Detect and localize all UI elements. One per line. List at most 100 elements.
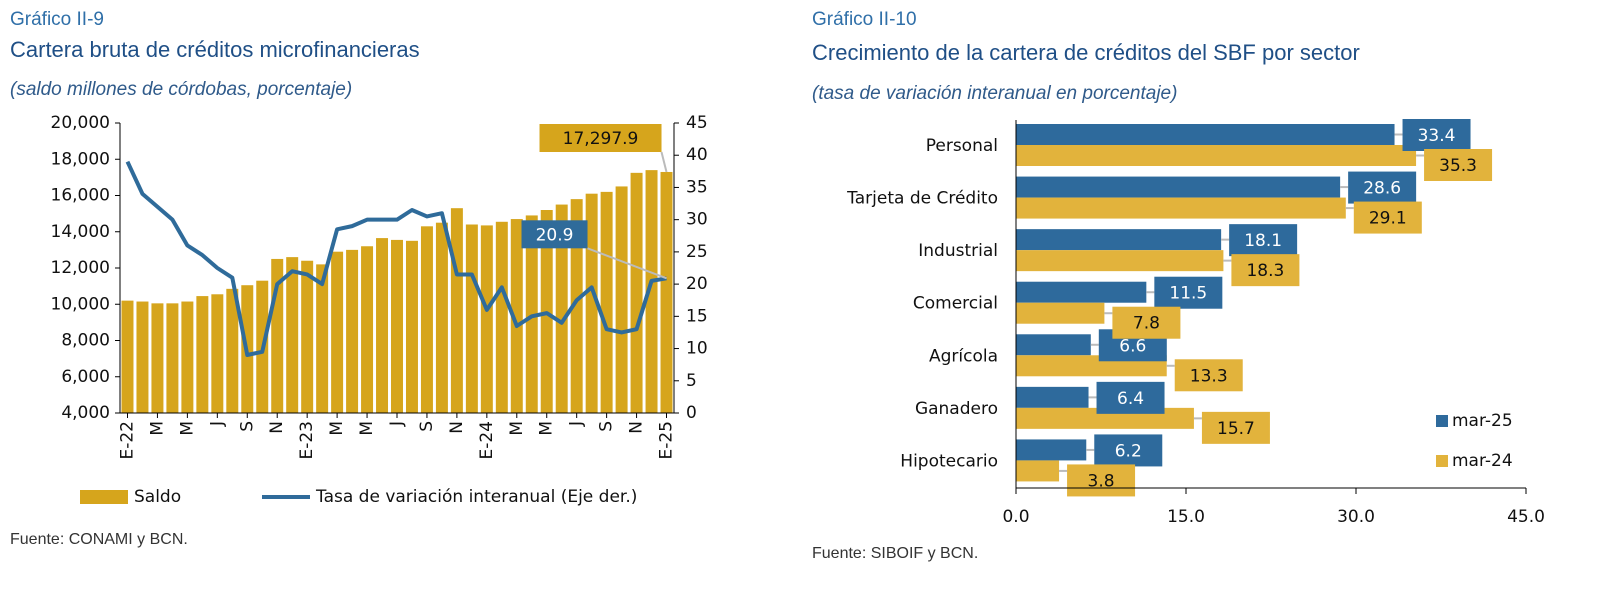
x-tick-label: M xyxy=(327,421,347,436)
y-tick-label: Personal xyxy=(926,136,998,156)
chart-title: Crecimiento de la cartera de créditos de… xyxy=(812,40,1360,65)
legend-label: Tasa de variación interanual (Eje der.) xyxy=(315,487,637,507)
bar xyxy=(405,240,418,413)
x-tick-label: J xyxy=(567,421,587,427)
bar xyxy=(1016,439,1087,461)
data-label: 13.3 xyxy=(1190,366,1228,386)
bar xyxy=(166,303,179,413)
bar xyxy=(555,204,568,413)
x-tick-label: E-22 xyxy=(117,421,137,460)
bar xyxy=(376,238,389,413)
data-label: 33.4 xyxy=(1418,126,1456,146)
bar xyxy=(151,303,164,413)
bar xyxy=(480,225,493,413)
label-box xyxy=(1112,306,1181,339)
bar xyxy=(121,300,134,413)
y-tick-label: 16,000 xyxy=(51,186,110,206)
bar xyxy=(1016,176,1341,198)
y-tick-label: Ganadero xyxy=(915,399,998,419)
y-tick-label: 10,000 xyxy=(51,294,110,314)
bar xyxy=(450,208,463,413)
y2-tick-label: 10 xyxy=(686,339,708,359)
bar xyxy=(346,249,359,413)
chart-subtitle: (saldo millones de córdobas, porcentaje) xyxy=(10,79,352,100)
y2-tick-label: 15 xyxy=(686,306,708,326)
bar xyxy=(1016,124,1395,145)
bar xyxy=(600,191,613,413)
data-label: 18.3 xyxy=(1246,261,1284,281)
y-tick-label: 4,000 xyxy=(61,403,110,423)
bar xyxy=(286,257,299,413)
figure-number: Gráfico II-9 xyxy=(10,9,104,30)
bar xyxy=(1016,250,1224,272)
data-label: 17,297.9 xyxy=(563,129,639,149)
legend-swatch xyxy=(1436,455,1448,467)
label-box xyxy=(1174,359,1243,392)
label-box xyxy=(1353,201,1422,234)
y-tick-label: Tarjeta de Crédito xyxy=(846,189,998,209)
data-label: 3.8 xyxy=(1088,471,1115,491)
bar xyxy=(1016,197,1346,219)
bar xyxy=(660,171,673,413)
x-tick-label: S xyxy=(237,421,257,432)
bar xyxy=(495,221,508,413)
bar xyxy=(1016,281,1147,303)
y-tick-label: 14,000 xyxy=(51,222,110,242)
bar xyxy=(331,251,344,413)
data-label: 6.6 xyxy=(1119,336,1146,356)
x-tick-label: E-23 xyxy=(297,421,317,460)
leader-line xyxy=(587,247,667,280)
x-tick-label: 15.0 xyxy=(1167,507,1205,527)
bar xyxy=(570,199,583,413)
y-tick-label: Industrial xyxy=(918,241,998,261)
y2-tick-label: 40 xyxy=(686,145,708,165)
x-tick-label: M xyxy=(537,421,557,436)
source: Fuente: SIBOIF y BCN. xyxy=(812,545,978,562)
bar xyxy=(465,224,478,413)
bar xyxy=(361,246,374,413)
leader-line xyxy=(660,151,668,173)
bar xyxy=(630,172,643,413)
bar xyxy=(585,193,598,413)
x-tick-label: S xyxy=(417,421,437,432)
y-tick-label: Comercial xyxy=(913,294,998,314)
bar xyxy=(435,222,448,413)
label-box xyxy=(1154,276,1223,309)
x-tick-label: J xyxy=(387,421,407,427)
data-label: 18.1 xyxy=(1244,231,1282,251)
data-label: 28.6 xyxy=(1363,179,1401,199)
bar xyxy=(181,301,194,413)
bar xyxy=(271,258,284,413)
bar xyxy=(1016,145,1417,166)
y2-tick-label: 35 xyxy=(686,177,708,197)
x-tick-label: M xyxy=(177,421,197,436)
x-tick-label: 45.0 xyxy=(1507,507,1545,527)
bar xyxy=(645,170,658,413)
label-box xyxy=(539,124,662,152)
label-box xyxy=(1424,149,1493,181)
bar xyxy=(301,260,314,413)
bar xyxy=(1016,302,1105,324)
y-tick-label: 6,000 xyxy=(61,367,110,387)
bar xyxy=(211,294,224,413)
legend-label: mar-24 xyxy=(1452,451,1513,471)
chart-subtitle: (tasa de variación interanual en porcent… xyxy=(812,83,1177,104)
y2-tick-label: 20 xyxy=(686,274,708,294)
y-tick-label: Agrícola xyxy=(929,346,998,366)
label-box xyxy=(1229,224,1298,257)
x-tick-label: N xyxy=(267,421,287,434)
x-tick-label: E-25 xyxy=(657,421,677,460)
y2-tick-label: 25 xyxy=(686,242,708,262)
x-tick-label: 0.0 xyxy=(1002,507,1029,527)
bar xyxy=(510,219,523,413)
source: Fuente: CONAMI y BCN. xyxy=(10,531,188,548)
bar xyxy=(136,301,149,413)
label-box xyxy=(1231,254,1300,287)
x-tick-label: M xyxy=(147,421,167,436)
y-tick-label: 8,000 xyxy=(61,331,110,351)
y2-tick-label: 45 xyxy=(686,113,708,133)
bar xyxy=(226,288,239,413)
bar xyxy=(1016,386,1089,408)
label-box xyxy=(1348,171,1417,204)
